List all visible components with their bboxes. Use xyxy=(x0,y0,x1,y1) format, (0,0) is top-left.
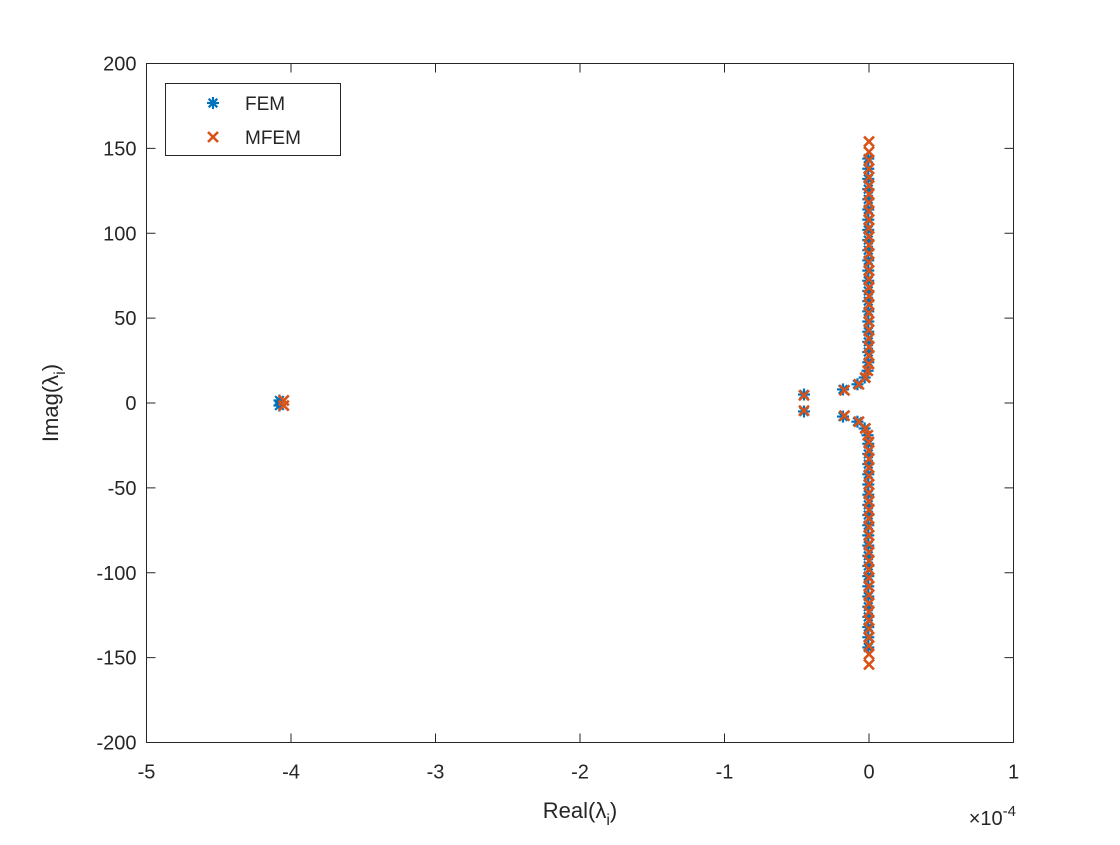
x-tick-label: -3 xyxy=(427,762,445,784)
legend: FEM MFEM xyxy=(165,83,341,156)
x-tick-label: -4 xyxy=(282,762,300,784)
data-point-mfem xyxy=(859,422,872,435)
data-point-mfem xyxy=(863,658,875,671)
y-tick-label: -50 xyxy=(108,478,137,500)
y-tick-label: 150 xyxy=(103,138,136,160)
x-axis: -5 -4 -3 -2 -1 0 1 xyxy=(138,63,1019,784)
legend-marker-mfem xyxy=(207,131,219,143)
x-tick-label: 0 xyxy=(863,762,874,784)
data-point-mfem xyxy=(838,384,851,397)
x-tick-label: -2 xyxy=(571,762,589,784)
y-tick-label: 100 xyxy=(103,223,136,245)
x-axis-label: Real(λi) xyxy=(543,798,617,829)
y-tick-label: -150 xyxy=(96,648,136,670)
y-tick-label: -100 xyxy=(96,563,136,585)
data-point-mfem xyxy=(798,389,810,402)
svg-text:Real(λi): Real(λi) xyxy=(543,798,617,829)
x-tick-label: 1 xyxy=(1008,762,1019,784)
x-tick-label: -1 xyxy=(716,762,734,784)
y-tick-label: -200 xyxy=(96,733,136,755)
y-tick-label: 50 xyxy=(114,308,136,330)
data-marks xyxy=(273,135,875,671)
data-point-mfem xyxy=(838,409,851,422)
legend-label-fem: FEM xyxy=(245,94,285,115)
svg-text:Imag(λi): Imag(λi) xyxy=(38,364,69,442)
y-axis-label: Imag(λi) xyxy=(38,364,69,442)
y-axis: 200 150 100 50 0 -50 -100 -150 -200 xyxy=(96,54,1014,755)
data-point-mfem xyxy=(863,145,875,158)
legend-box xyxy=(165,83,341,156)
data-point-mfem xyxy=(277,399,290,412)
y-tick-label: 200 xyxy=(103,54,136,76)
x-tick-label: -5 xyxy=(138,762,156,784)
series-fem xyxy=(273,152,875,654)
svg-text:×10-4: ×10-4 xyxy=(969,803,1016,830)
legend-marker-fem xyxy=(207,97,219,109)
legend-label-mfem: MFEM xyxy=(245,128,301,149)
x-exponent-label: ×10-4 xyxy=(969,803,1016,830)
y-tick-label: 0 xyxy=(125,393,136,415)
data-point-mfem xyxy=(798,404,810,417)
data-point-mfem xyxy=(863,648,875,661)
series-mfem xyxy=(277,135,875,671)
data-point-mfem xyxy=(863,135,875,148)
data-point-mfem xyxy=(859,371,872,384)
